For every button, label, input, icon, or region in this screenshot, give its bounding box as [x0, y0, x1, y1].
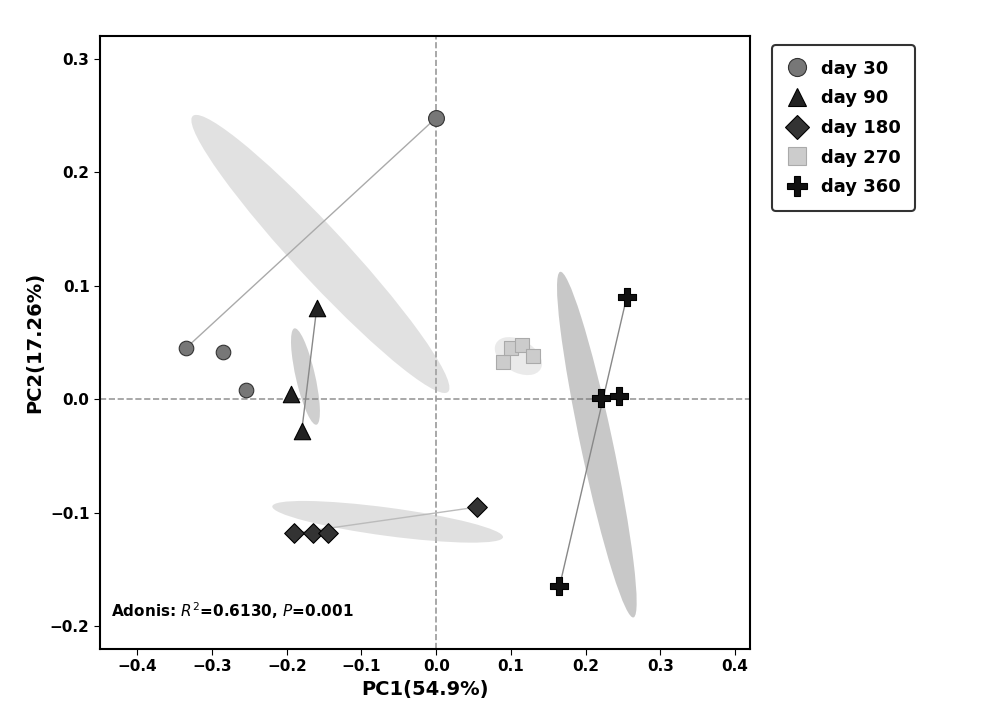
Point	[215, 346, 231, 358]
Ellipse shape	[495, 337, 542, 375]
Y-axis label: PC2(17.26%): PC2(17.26%)	[25, 272, 44, 413]
Point	[551, 580, 567, 592]
Point	[503, 342, 519, 354]
Text: Adonis: $\mathit{R}^2$=0.6130, $\mathit{P}$=0.001: Adonis: $\mathit{R}^2$=0.6130, $\mathit{…	[111, 600, 354, 621]
Point	[283, 388, 299, 399]
Point	[294, 425, 310, 437]
Point	[619, 291, 635, 303]
Point	[320, 527, 336, 539]
Ellipse shape	[272, 501, 503, 543]
Point	[469, 501, 485, 513]
Legend: day 30, day 90, day 180, day 270, day 360: day 30, day 90, day 180, day 270, day 36…	[772, 45, 915, 211]
Ellipse shape	[191, 115, 449, 393]
Point	[428, 112, 444, 123]
Point	[286, 527, 302, 539]
Ellipse shape	[291, 328, 320, 425]
Point	[611, 390, 627, 402]
Point	[593, 392, 609, 404]
Point	[309, 303, 325, 314]
Point	[514, 339, 530, 350]
Point	[495, 356, 511, 368]
Point	[305, 527, 321, 539]
Point	[178, 342, 194, 354]
X-axis label: PC1(54.9%): PC1(54.9%)	[361, 680, 489, 699]
Ellipse shape	[557, 272, 637, 617]
Point	[525, 350, 541, 362]
Point	[238, 384, 254, 396]
